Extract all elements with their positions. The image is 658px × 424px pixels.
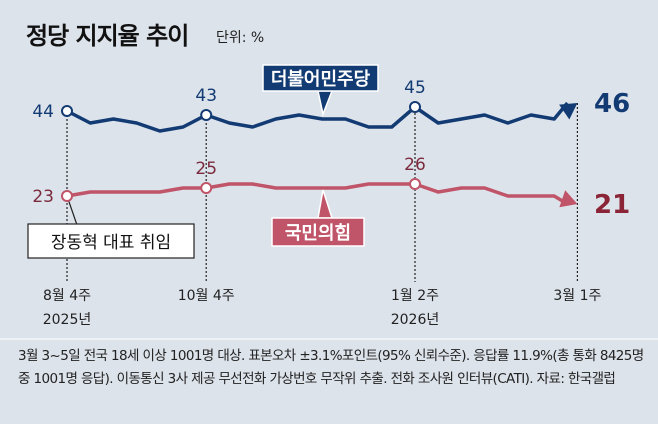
- highlight-marker: [200, 109, 213, 121]
- chart-title: 정당 지지율 추이: [26, 22, 189, 50]
- highlight-marker: [200, 182, 213, 194]
- legend-box: [262, 64, 379, 92]
- footnote: 3월 3~5일 전국 18세 이상 1001명 대상. 표본오차 ±3.1%포인…: [18, 348, 644, 387]
- unit-label: 단위: %: [216, 30, 265, 46]
- point-label: 43: [195, 86, 217, 106]
- highlight-marker: [409, 178, 421, 190]
- series-line-0: [66, 101, 569, 133]
- x-tick-label: 10월 4주: [178, 288, 235, 304]
- legend-box: [271, 217, 365, 247]
- annotation-text: 장동혁 대표 취임: [51, 233, 171, 253]
- point-label: 26: [404, 155, 426, 175]
- highlight-marker: [61, 190, 73, 202]
- point-label: 25: [195, 159, 217, 179]
- x-tick-year: 2026년: [391, 312, 440, 328]
- point-label: 23: [32, 187, 54, 207]
- x-tick-label: 8월 4주: [43, 288, 91, 304]
- line-chart: 8월 4주 2025년 10월 4주 1월 2주 2026년 3월 1주 장동혁 대표 취임…: [27, 64, 630, 328]
- legend-pointer: [317, 189, 334, 219]
- highlight-marker: [61, 105, 73, 117]
- divider: [0, 338, 658, 340]
- legend-label: 국민의힘: [285, 223, 351, 244]
- legend-pointer: [317, 90, 334, 117]
- x-tick-year: 2025년: [43, 312, 92, 328]
- point-label: 44: [32, 102, 54, 122]
- end-value-label: 46: [594, 89, 630, 119]
- x-tick-label: 1월 2주: [391, 288, 439, 304]
- arrow-head-0: [559, 103, 578, 120]
- highlight-marker: [409, 101, 421, 113]
- arrow-head-1: [559, 190, 578, 208]
- end-value-label: 21: [594, 190, 630, 220]
- annotation-box: [27, 223, 195, 259]
- x-tick-label: 3월 1주: [553, 288, 601, 304]
- point-label: 45: [404, 78, 426, 98]
- series-line-1: [66, 182, 569, 206]
- legend-label: 더불어민주당: [271, 69, 371, 90]
